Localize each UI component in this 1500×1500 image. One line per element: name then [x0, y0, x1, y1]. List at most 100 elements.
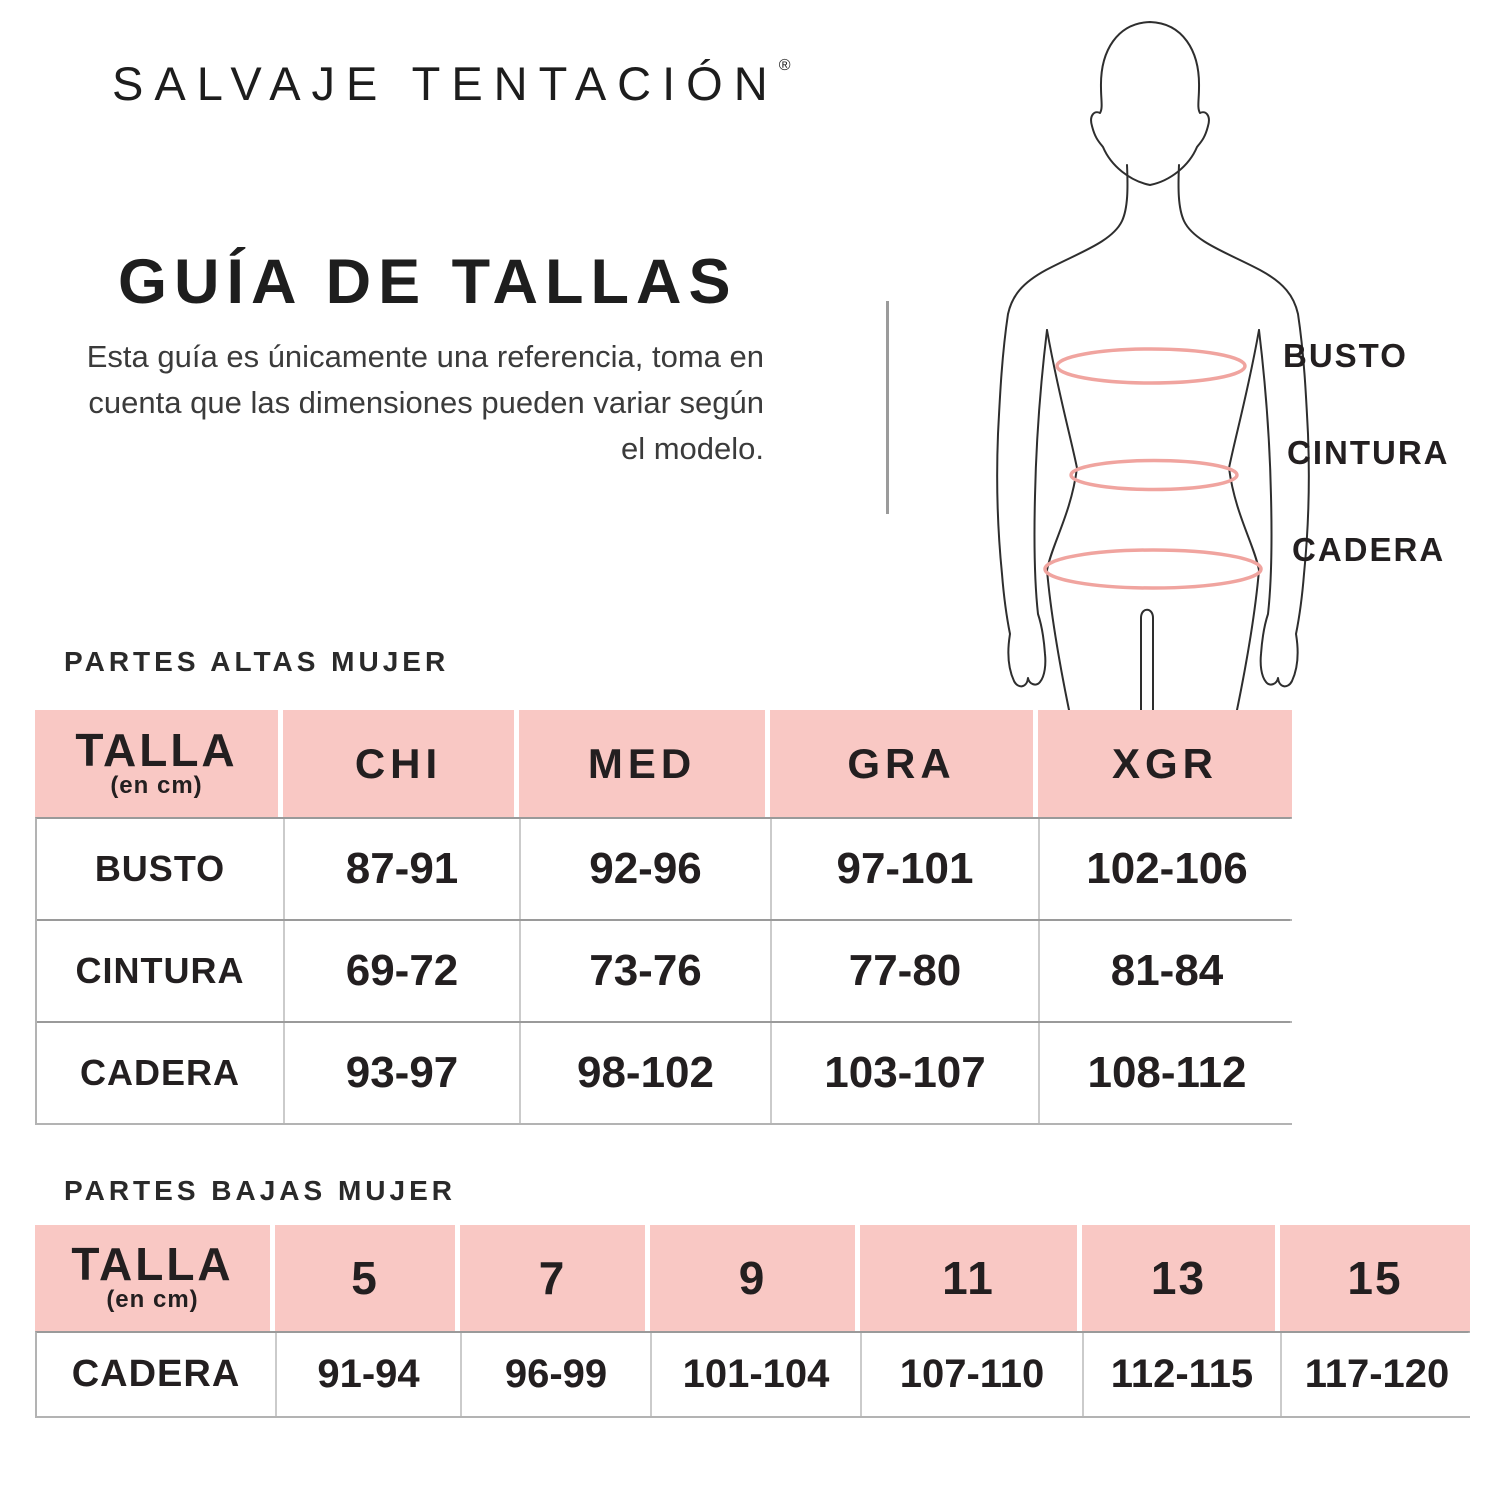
table-cell: 98-102: [521, 1023, 772, 1123]
upper-header-size-med: MED: [519, 710, 770, 817]
waist-ring-icon: [1069, 458, 1239, 492]
lower-header-size-15: 15: [1280, 1225, 1470, 1331]
lower-table-body: CADERA 91-94 96-99 101-104 107-110 112-1…: [35, 1331, 1472, 1418]
table-cell: 107-110: [862, 1333, 1084, 1416]
cell-value: 97-101: [836, 844, 974, 893]
table-cell: 92-96: [521, 819, 772, 919]
cell-value: 93-97: [345, 1048, 459, 1097]
size-label: 9: [738, 1252, 767, 1304]
measurement-rings: [1043, 347, 1263, 590]
upper-header-size-chi: CHI: [283, 710, 519, 817]
lower-header-talla-cell: TALLA (en cm): [35, 1225, 275, 1331]
page-title: GUÍA DE TALLAS: [118, 247, 738, 317]
cell-value: 102-106: [1086, 844, 1248, 893]
label-cintura: CINTURA: [1287, 434, 1450, 471]
label-cadera: CADERA: [1292, 531, 1446, 568]
table-row-cadera-lower: CADERA 91-94 96-99 101-104 107-110 112-1…: [37, 1333, 1472, 1416]
table-cell: 77-80: [772, 921, 1040, 1021]
table-row-cadera: CADERA 93-97 98-102 103-107 108-112: [37, 1023, 1294, 1123]
head-outline: [1090, 21, 1210, 186]
table-cell: 96-99: [462, 1333, 652, 1416]
right-arm-outline: [1177, 164, 1310, 688]
inner-legs-outline: [1140, 608, 1154, 713]
cell-value: 98-102: [576, 1048, 714, 1097]
cell-value: 108-112: [1087, 1048, 1247, 1097]
upper-header-size-xgr: XGR: [1038, 710, 1292, 817]
row-label-cell: CADERA: [37, 1333, 277, 1416]
row-label-cell: CINTURA: [37, 921, 285, 1021]
table-cell: 87-91: [285, 819, 521, 919]
table-cell: 73-76: [521, 921, 772, 1021]
cell-value: 91-94: [317, 1352, 420, 1396]
row-label-cell: BUSTO: [37, 819, 285, 919]
table-cell: 93-97: [285, 1023, 521, 1123]
talla-unit-label: (en cm): [106, 1286, 199, 1313]
section-title-lower: PARTES BAJAS MUJER: [64, 1175, 456, 1206]
upper-table-body: BUSTO 87-91 92-96 97-101 102-106 CINTURA…: [35, 817, 1294, 1125]
cell-value: 96-99: [504, 1352, 608, 1396]
table-cell: 81-84: [1040, 921, 1294, 1021]
cell-value: 103-107: [824, 1048, 986, 1097]
guide-description: Esta guía es únicamente una referencia, …: [86, 339, 764, 466]
section-title-upper: PARTES ALTAS MUJER: [64, 646, 450, 677]
row-label: BUSTO: [94, 848, 226, 889]
left-arm-outline: [996, 164, 1129, 688]
lower-header-size-5: 5: [275, 1225, 460, 1331]
size-label: 7: [538, 1252, 567, 1304]
table-cell: 108-112: [1040, 1023, 1294, 1123]
lower-sizes-table: TALLA (en cm) 5 7 9 11 13 15 CADERA 91-9…: [35, 1225, 1472, 1418]
table-cell: 112-115: [1084, 1333, 1282, 1416]
hip-ring-icon: [1043, 548, 1263, 590]
upper-table-header-row: TALLA (en cm) CHI MED GRA XGR: [35, 710, 1292, 817]
cell-value: 69-72: [345, 946, 459, 995]
table-cell: 102-106: [1040, 819, 1294, 919]
lower-header-size-13: 13: [1082, 1225, 1280, 1331]
row-label-cell: CADERA: [37, 1023, 285, 1123]
row-label: CADERA: [71, 1353, 241, 1395]
size-label: GRA: [847, 739, 956, 787]
cell-value: 112-115: [1110, 1352, 1254, 1396]
table-cell: 101-104: [652, 1333, 862, 1416]
upper-header-size-gra: GRA: [770, 710, 1038, 817]
table-cell: 117-120: [1282, 1333, 1472, 1416]
lower-header-size-7: 7: [460, 1225, 650, 1331]
cell-value: 73-76: [589, 946, 702, 995]
size-label: CHI: [354, 739, 443, 787]
size-label: 13: [1150, 1252, 1207, 1304]
female-body-outline-icon: [996, 21, 1310, 713]
size-label: 11: [942, 1252, 995, 1304]
table-cell: 97-101: [772, 819, 1040, 919]
lower-header-size-9: 9: [650, 1225, 860, 1331]
lower-table-header-row: TALLA (en cm) 5 7 9 11 13 15: [35, 1225, 1470, 1331]
body-outline: [996, 21, 1310, 713]
cell-value: 117-120: [1304, 1352, 1450, 1396]
cell-value: 92-96: [589, 844, 702, 893]
cell-value: 81-84: [1110, 946, 1224, 995]
table-row-cintura: CINTURA 69-72 73-76 77-80 81-84: [37, 921, 1294, 1023]
cell-value: 101-104: [682, 1352, 830, 1396]
size-label: 15: [1347, 1252, 1403, 1304]
table-cell: 103-107: [772, 1023, 1040, 1123]
registered-mark-icon: ®: [778, 57, 791, 74]
table-cell: 69-72: [285, 921, 521, 1021]
table-cell: 91-94: [277, 1333, 462, 1416]
brand-name: SALVAJE TENTACIÓN: [112, 57, 779, 110]
talla-unit-label: (en cm): [110, 771, 203, 799]
size-label: 5: [351, 1252, 379, 1304]
left-torso-outline: [1046, 329, 1078, 711]
upper-header-talla-cell: TALLA (en cm): [35, 710, 283, 817]
cell-value: 87-91: [345, 844, 459, 893]
female-body-figure: [950, 16, 1350, 713]
talla-label: TALLA: [71, 1238, 234, 1290]
brand-logo: SALVAJE TENTACIÓN®: [112, 56, 790, 111]
size-label: XGR: [1111, 739, 1218, 787]
row-label: CADERA: [79, 1052, 240, 1093]
talla-label: TALLA: [75, 723, 238, 776]
vertical-divider: [886, 301, 889, 514]
table-row-busto: BUSTO 87-91 92-96 97-101 102-106: [37, 819, 1294, 921]
cell-value: 107-110: [899, 1352, 1045, 1396]
lower-header-size-11: 11: [860, 1225, 1082, 1331]
row-label: CINTURA: [75, 950, 245, 991]
size-label: MED: [587, 739, 697, 787]
